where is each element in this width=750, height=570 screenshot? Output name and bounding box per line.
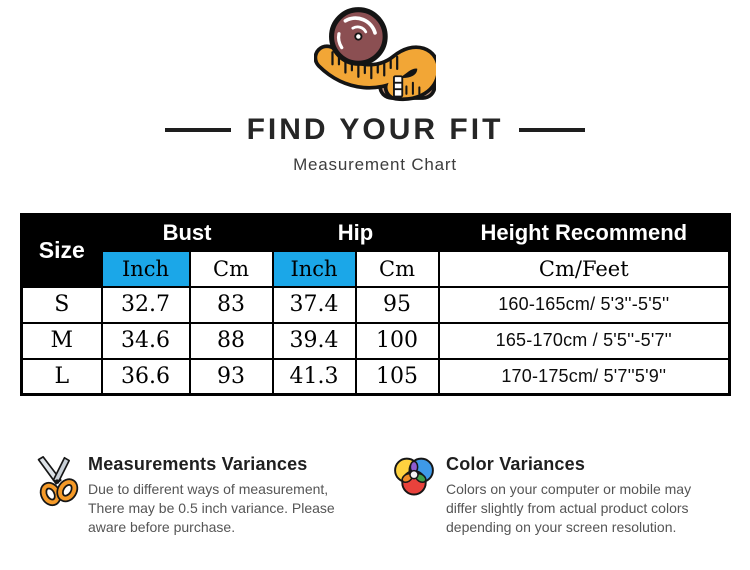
subheader-bust-inch: Inch [100, 249, 191, 288]
color-circles-icon [390, 454, 446, 507]
cell-height-recommend: 165-170cm / 5'5''-5'7'' [437, 321, 731, 360]
col-header-size: Size [20, 213, 103, 288]
cell-hip-cm: 100 [354, 321, 440, 360]
table-header-row-groups: Size Bust Hip Height Recommend [20, 213, 731, 288]
header: FIND YOUR FIT Measurement Chart [0, 0, 750, 175]
title-dash-left [164, 128, 231, 132]
tape-measure-icon [314, 7, 436, 102]
cell-height-recommend: 170-175cm/ 5'7''5'9'' [437, 357, 731, 396]
cell-size: S [20, 285, 103, 324]
cell-height-recommend: 160-165cm/ 5'3''-5'5'' [437, 285, 731, 324]
subheader-hip-inch: Inch [271, 249, 357, 288]
note-body: Colors on your computer or mobile may di… [446, 481, 692, 535]
note-body: Due to different ways of measurement, Th… [88, 481, 335, 535]
note-text: Measurements Variances Due to different … [88, 452, 340, 550]
note-measurement-variances: Measurements Variances Due to different … [32, 452, 362, 550]
cell-hip-cm: 95 [354, 285, 440, 324]
note-text: Color Variances Colors on your computer … [446, 452, 714, 550]
cell-hip-cm: 105 [354, 357, 440, 396]
col-header-bust: Bust [100, 213, 274, 252]
cell-bust-inch: 34.6 [100, 321, 191, 360]
note-title: Measurements Variances [88, 454, 308, 474]
subheader-bust-cm: Cm [188, 249, 274, 288]
note-color-variances: Color Variances Colors on your computer … [390, 452, 734, 550]
col-header-height-recommend: Height Recommend [437, 213, 731, 252]
cell-bust-inch: 36.6 [100, 357, 191, 396]
notes-section: Measurements Variances Due to different … [0, 452, 750, 550]
title-row: FIND YOUR FIT [0, 113, 750, 147]
cell-bust-cm: 83 [188, 285, 274, 324]
page-subtitle: Measurement Chart [293, 155, 457, 174]
scissors-icon [32, 454, 88, 513]
note-title: Color Variances [446, 454, 586, 474]
cell-bust-cm: 88 [188, 321, 274, 360]
table-row-size-l: L 36.6 93 41.3 105 170-175cm/ 5'7''5'9'' [20, 357, 731, 396]
cell-size: L [20, 357, 103, 396]
table-header-row-units: Inch Cm Inch Cm Cm/Feet [22, 249, 731, 288]
col-header-hip: Hip [271, 213, 440, 252]
size-chart-table: Size Bust Hip Height Recommend Inch Cm I… [20, 213, 732, 396]
cell-size: M [20, 321, 103, 360]
cell-hip-inch: 37.4 [271, 285, 357, 324]
subheader-hip-cm: Cm [354, 249, 440, 288]
cell-hip-inch: 39.4 [271, 321, 357, 360]
table-row-size-s: S 32.7 83 37.4 95 160-165cm/ 5'3''-5'5'' [20, 285, 731, 324]
page-title: FIND YOUR FIT [246, 113, 504, 146]
table-row-size-m: M 34.6 88 39.4 100 165-170cm / 5'5''-5'7… [20, 321, 731, 360]
cell-hip-inch: 41.3 [271, 357, 357, 396]
cell-bust-inch: 32.7 [100, 285, 191, 324]
cell-bust-cm: 93 [188, 357, 274, 396]
title-dash-right [519, 128, 586, 132]
subheader-height-unit: Cm/Feet [437, 249, 731, 288]
